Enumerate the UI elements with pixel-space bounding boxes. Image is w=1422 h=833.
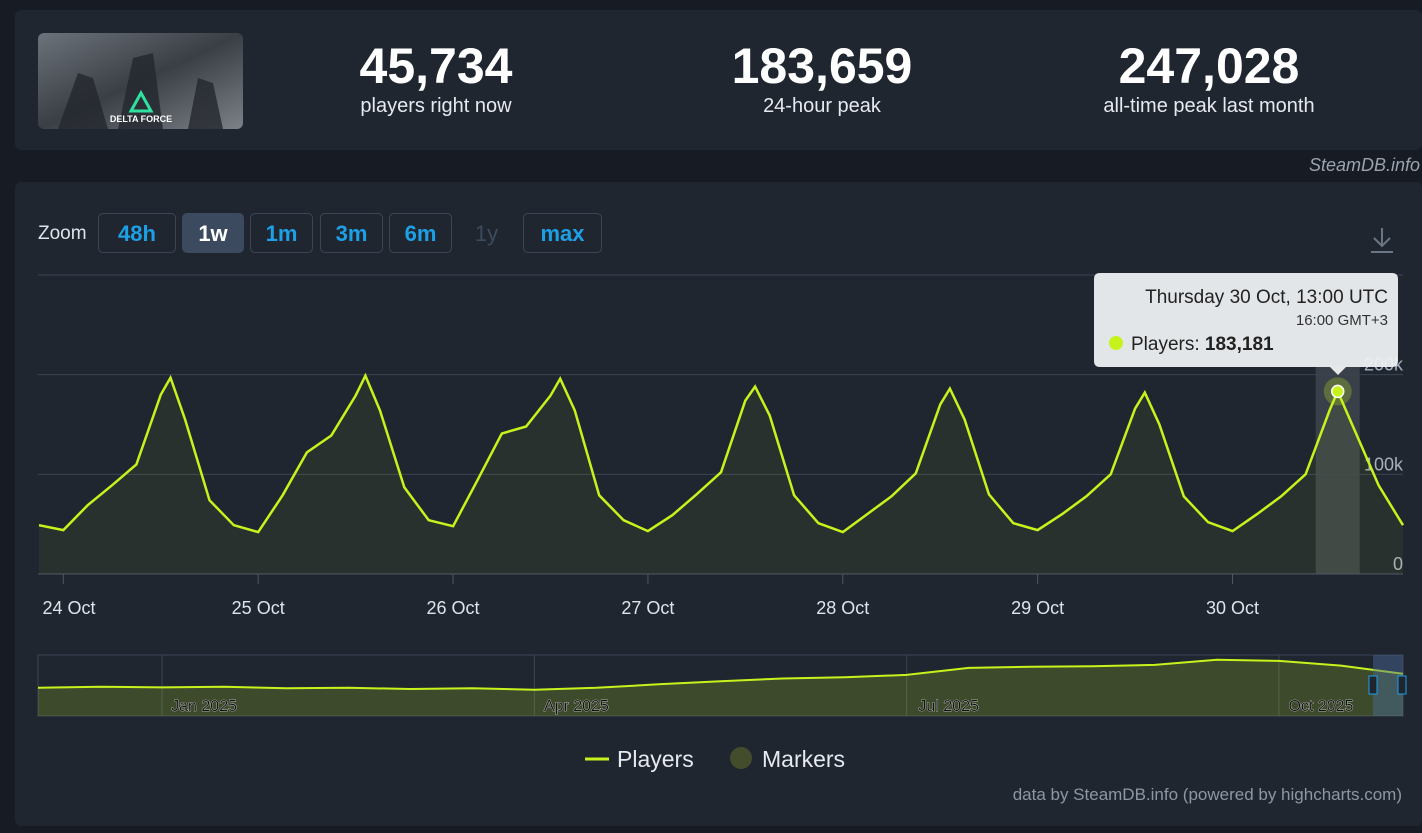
zoom-button: 1y (474, 221, 499, 246)
zoom-button[interactable]: 1w (182, 213, 244, 253)
game-image: DELTA FORCE (38, 33, 243, 129)
legend-label: Markers (762, 746, 845, 772)
zoom-button[interactable]: 48h (98, 213, 176, 253)
x-tick-label: 29 Oct (1011, 598, 1064, 618)
x-tick-label: 30 Oct (1206, 598, 1259, 618)
stat-value: 45,734 (359, 38, 513, 94)
stat-label: players right now (360, 95, 512, 117)
tooltip-value: 183,181 (1205, 334, 1274, 355)
x-tick-label: 25 Oct (232, 598, 285, 618)
navigator-label: Apr 2025 (544, 698, 609, 715)
stat-value: 183,659 (731, 38, 913, 94)
navigator-label: Jul 2025 (918, 698, 979, 715)
game-title: DELTA FORCE (110, 114, 172, 124)
zoom-button[interactable]: 6m (389, 213, 452, 253)
tooltip-box (1094, 273, 1398, 375)
y-tick-label: 0 (1393, 554, 1403, 574)
y-tick-label: 100k (1364, 454, 1404, 474)
navigator-area (38, 659, 1403, 716)
tooltip-local-time: 16:00 GMT+3 (1296, 312, 1388, 329)
stat-label: 24-hour peak (763, 95, 881, 117)
zoom-button[interactable]: max (523, 213, 602, 253)
zoom-label: Zoom (38, 223, 87, 244)
tooltip-series-label: Players: (1131, 334, 1200, 355)
zoom-button[interactable]: 3m (320, 213, 383, 253)
legend-label: Players (617, 746, 694, 772)
navigator-bg (37, 654, 1404, 717)
zoom-button[interactable]: 1m (250, 213, 313, 253)
x-tick-label: 24 Oct (42, 598, 95, 618)
x-tick-label: 27 Oct (621, 598, 674, 618)
hover-band (1315, 366, 1360, 574)
area-fill (38, 375, 1403, 574)
legend-marker (730, 747, 752, 769)
tooltip: Thursday 30 Oct, 13:00 UTC 16:00 GMT+3 Pla… (1094, 273, 1398, 375)
x-tick-label: 28 Oct (816, 598, 869, 618)
watermark: SteamDB.info (1308, 155, 1420, 175)
navigator-handle[interactable] (1397, 675, 1407, 695)
navigator-label: Oct 2025 (1288, 698, 1353, 715)
hover-point (1330, 384, 1345, 399)
tooltip-title: Thursday 30 Oct, 13:00 UTC (1145, 287, 1388, 308)
stat-label: all-time peak last month (1103, 95, 1315, 117)
stat-value: 247,028 (1118, 38, 1300, 94)
line (38, 372, 1405, 534)
credit: data by SteamDB.info (powered by highcha… (1012, 785, 1402, 804)
download-button[interactable] (1368, 225, 1396, 255)
navigator-line (37, 658, 1404, 691)
x-tick-label: 26 Oct (427, 598, 480, 618)
stat: 247,028 all-time peak last month (1019, 38, 1399, 118)
navigator-label: Jan 2025 (171, 698, 237, 715)
stats-panel (15, 10, 1422, 150)
stat: 45,734 players right now (246, 38, 626, 118)
navigator-handle[interactable] (1368, 675, 1378, 695)
tooltip-swatch (1109, 336, 1123, 350)
tooltip-row: Players: 183,181 (1131, 334, 1274, 355)
stat: 183,659 24-hour peak (632, 38, 1012, 118)
